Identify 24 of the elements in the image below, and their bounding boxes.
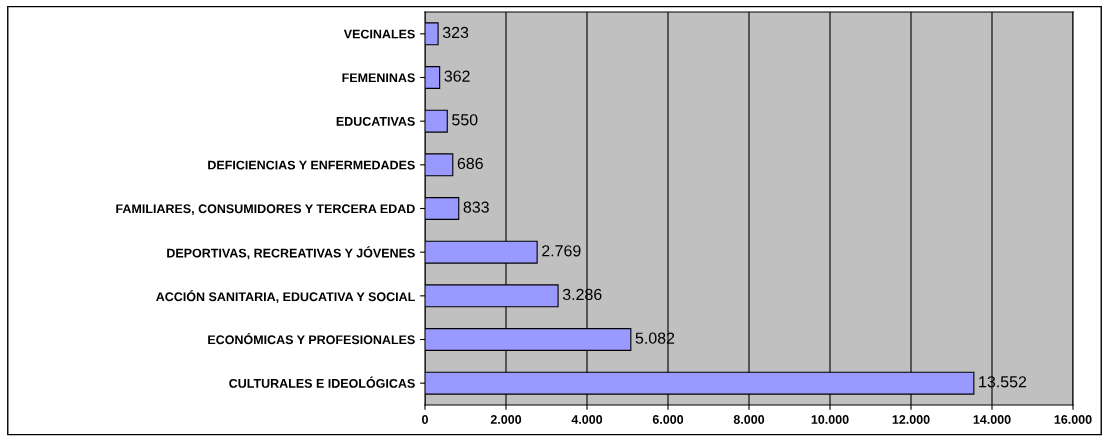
data-label: 362: [444, 70, 470, 82]
x-tick-label: 4.000: [571, 415, 603, 424]
x-tick-label: 2.000: [490, 415, 522, 424]
y-tick-label: DEFICIENCIAS Y ENFERMEDADES: [208, 160, 415, 170]
x-tick-label: 6.000: [652, 415, 684, 424]
y-tick-label: CULTURALES E IDEOLÓGICAS: [229, 376, 415, 388]
y-tick-label: ECONÓMICAS Y PROFESIONALES: [208, 332, 415, 345]
data-label: 833: [463, 201, 489, 213]
data-label: 550: [452, 114, 478, 126]
x-tick-label: 14.000: [973, 415, 1011, 424]
data-label: 323: [442, 26, 469, 39]
y-tick-label: FAMILIARES, CONSUMIDORES Y TERCERA EDAD: [116, 204, 415, 215]
data-label: 2.769: [542, 245, 581, 257]
x-tick-label: 8.000: [733, 415, 765, 424]
x-tick-label: 10.000: [811, 415, 849, 424]
x-tick-label: 12.000: [892, 415, 930, 424]
y-tick-label: ACCIÓN SANITARIA, EDUCATIVA Y SOCIAL: [156, 289, 415, 303]
x-tick-label: 16.000: [1054, 415, 1092, 424]
x-tick-label: 0: [422, 415, 428, 424]
y-tick-label: DEPORTIVAS, RECREATIVAS Y JÓVENES: [167, 246, 415, 260]
y-tick-label: FEMENINAS: [342, 73, 415, 83]
data-label: 686: [457, 157, 483, 170]
y-tick-label: VECINALES: [343, 29, 415, 39]
y-tick-label: EDUCATIVAS: [336, 116, 415, 126]
